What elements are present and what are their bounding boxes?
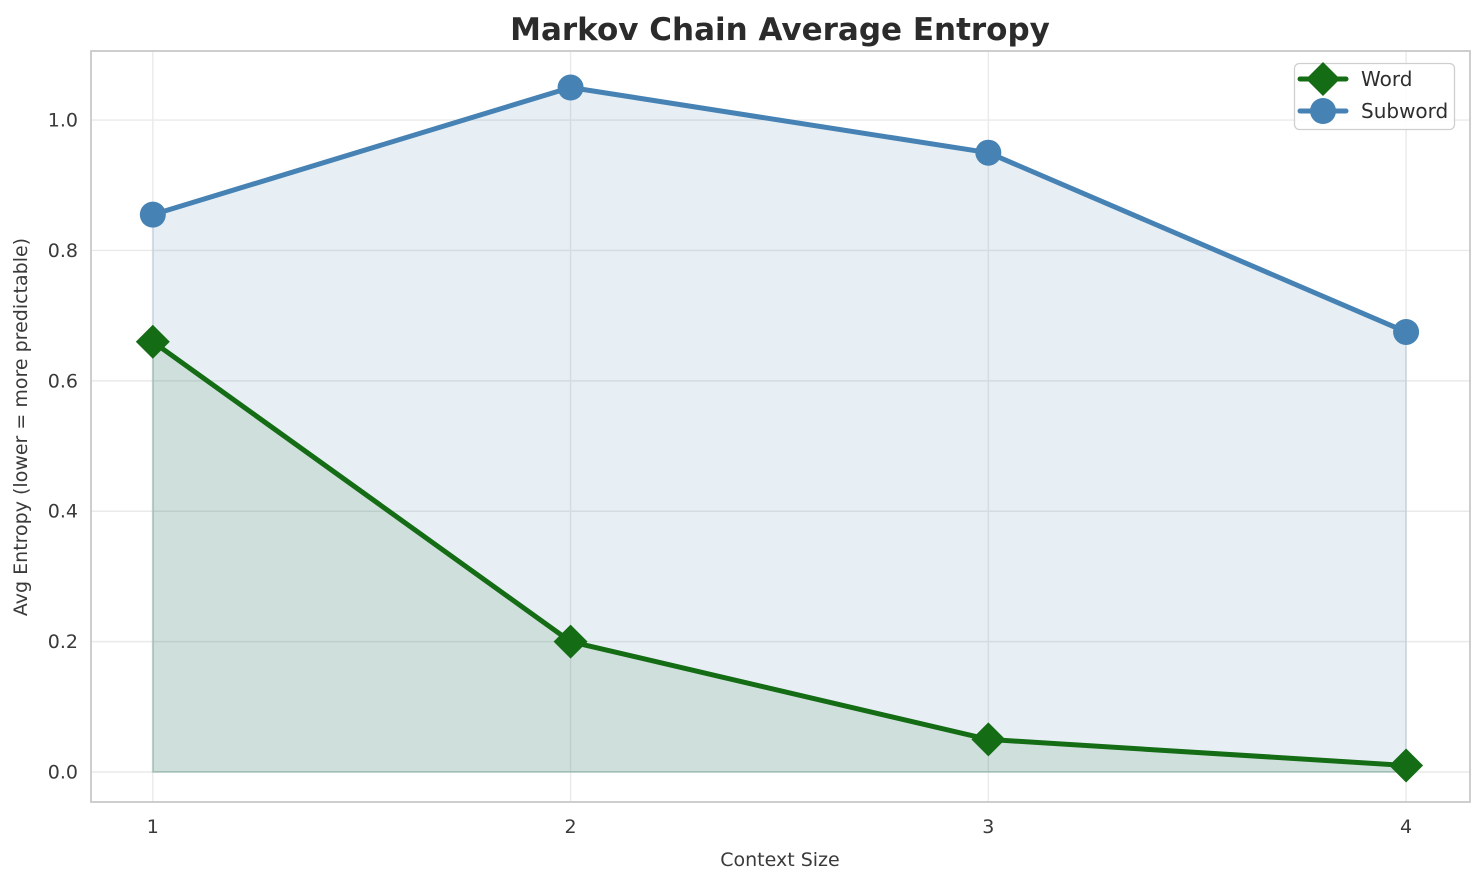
y-tick-label: 0.4 (48, 501, 78, 523)
subword-circle-marker-icon (1393, 318, 1420, 345)
legend: Word Subword (1293, 62, 1456, 131)
x-tick-label: 4 (1400, 816, 1412, 838)
y-tick-label: 1.0 (48, 110, 78, 132)
word-diamond-marker-icon (553, 624, 588, 659)
word-line (150, 339, 1409, 768)
x-tick-label: 2 (565, 816, 577, 838)
x-tick-label: 3 (982, 816, 994, 838)
legend-label-word: Word (1361, 67, 1412, 91)
legend-item-subword: Subword (1297, 98, 1448, 124)
subword-circle-marker-icon (139, 201, 166, 228)
word-diamond-marker-icon (971, 722, 1006, 757)
x-tick-label: 1 (147, 816, 159, 838)
y-tick-label: 0.6 (48, 370, 78, 392)
area-fills (151, 86, 1408, 774)
tick-labels: 1 2 3 4 0.0 0.2 0.4 0.6 0.8 1.0 (48, 110, 1412, 838)
y-tick-label: 0.8 (48, 240, 78, 262)
subword-circle-marker-icon (557, 74, 584, 101)
word-diamond-marker-icon (1306, 62, 1340, 96)
y-tick-label: 0.0 (48, 762, 78, 784)
chart-title: Markov Chain Average Entropy (510, 12, 1050, 48)
y-tick-label: 0.2 (48, 631, 78, 653)
subword-circle-marker-icon (1310, 98, 1336, 124)
word-diamond-marker-icon (1389, 748, 1424, 783)
legend-label-subword: Subword (1361, 99, 1448, 123)
legend-item-word: Word (1297, 62, 1412, 96)
word-diamond-marker-icon (135, 324, 170, 359)
subword-circle-marker-icon (975, 139, 1002, 166)
subword-line (150, 85, 1409, 335)
x-axis-label: Context Size (720, 849, 839, 871)
series-lines (135, 74, 1424, 783)
axes-frame (90, 50, 1471, 803)
y-axis-label: Avg Entropy (lower = more predictable) (10, 238, 32, 616)
gridlines (91, 51, 1470, 802)
